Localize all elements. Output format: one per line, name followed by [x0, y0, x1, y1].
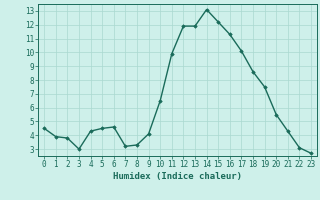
X-axis label: Humidex (Indice chaleur): Humidex (Indice chaleur) — [113, 172, 242, 181]
